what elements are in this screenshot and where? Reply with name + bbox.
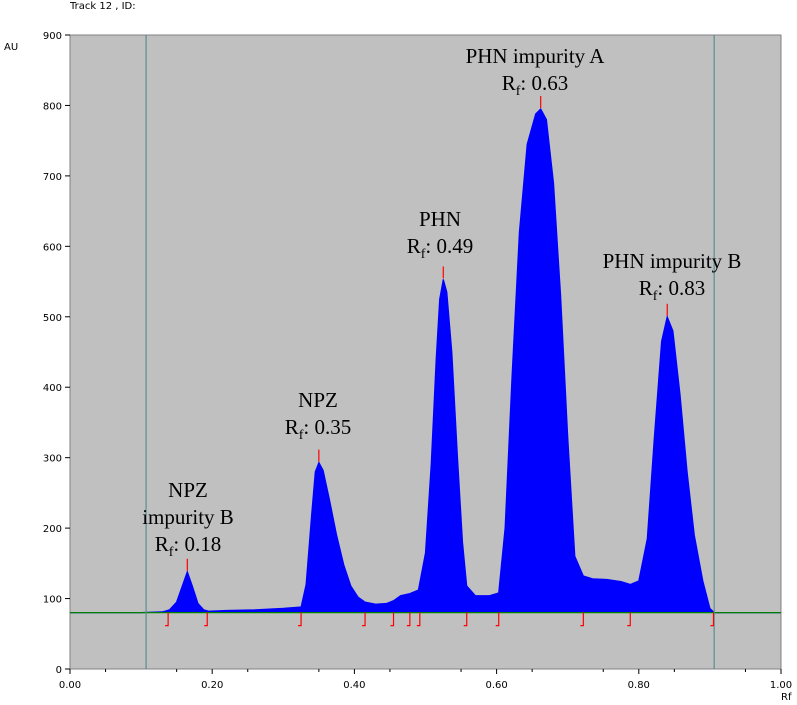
y-tick-label: 600 <box>43 242 62 253</box>
peak-rf-label: Rf: 0.18 <box>155 532 222 560</box>
y-tick-label: 900 <box>43 31 62 42</box>
chart-header: Track 12 , ID: <box>69 1 136 12</box>
y-tick-label: 100 <box>43 595 62 606</box>
integration-mark-2 <box>204 612 208 627</box>
peak-name-label: NPZ <box>298 388 338 412</box>
peak-rf-label: Rf: 0.49 <box>407 234 474 262</box>
integration-mark-11 <box>627 612 631 627</box>
x-axis-label: Rf <box>781 692 792 703</box>
x-tick-label: 0.60 <box>485 680 507 691</box>
y-tick-label: 300 <box>43 454 62 465</box>
x-tick-label: 0.20 <box>201 680 223 691</box>
integration-mark-5 <box>390 612 395 627</box>
signal-line <box>70 108 781 614</box>
peak-name-label: NPZ <box>168 478 208 502</box>
integration-mark-9 <box>495 612 500 627</box>
integration-mark-4 <box>362 612 366 627</box>
peak-name-label: PHN impurity B <box>603 249 742 273</box>
peak-rf-label: Rf: 0.35 <box>285 415 352 443</box>
peak-rf-label: Rf: 0.63 <box>502 71 569 99</box>
integration-mark-7 <box>416 612 421 627</box>
peak-rf-label: Rf: 0.83 <box>639 276 706 304</box>
integration-mark-8 <box>463 612 468 627</box>
y-tick-label: 200 <box>43 524 62 535</box>
x-tick-label: 1.00 <box>770 680 792 691</box>
integration-mark-3 <box>298 612 302 627</box>
y-tick-label: 500 <box>43 313 62 324</box>
y-tick-label: 700 <box>43 172 62 183</box>
integration-mark-6 <box>406 612 411 627</box>
peak-name-label: PHN <box>419 207 461 231</box>
integration-mark-12 <box>710 612 715 627</box>
y-tick-label: 400 <box>43 383 62 394</box>
x-tick-label: 0.80 <box>628 680 650 691</box>
y-axis-label: AU <box>4 42 18 53</box>
integration-mark-10 <box>580 612 584 627</box>
x-tick-label: 0.40 <box>343 680 365 691</box>
x-tick-label: 0.00 <box>59 680 81 691</box>
integration-mark-1 <box>165 612 169 627</box>
y-tick-label: 800 <box>43 101 62 112</box>
y-tick-label: 0 <box>56 665 62 676</box>
peak-name-label: impurity B <box>142 505 234 529</box>
peak-name-label: PHN impurity A <box>466 44 606 68</box>
